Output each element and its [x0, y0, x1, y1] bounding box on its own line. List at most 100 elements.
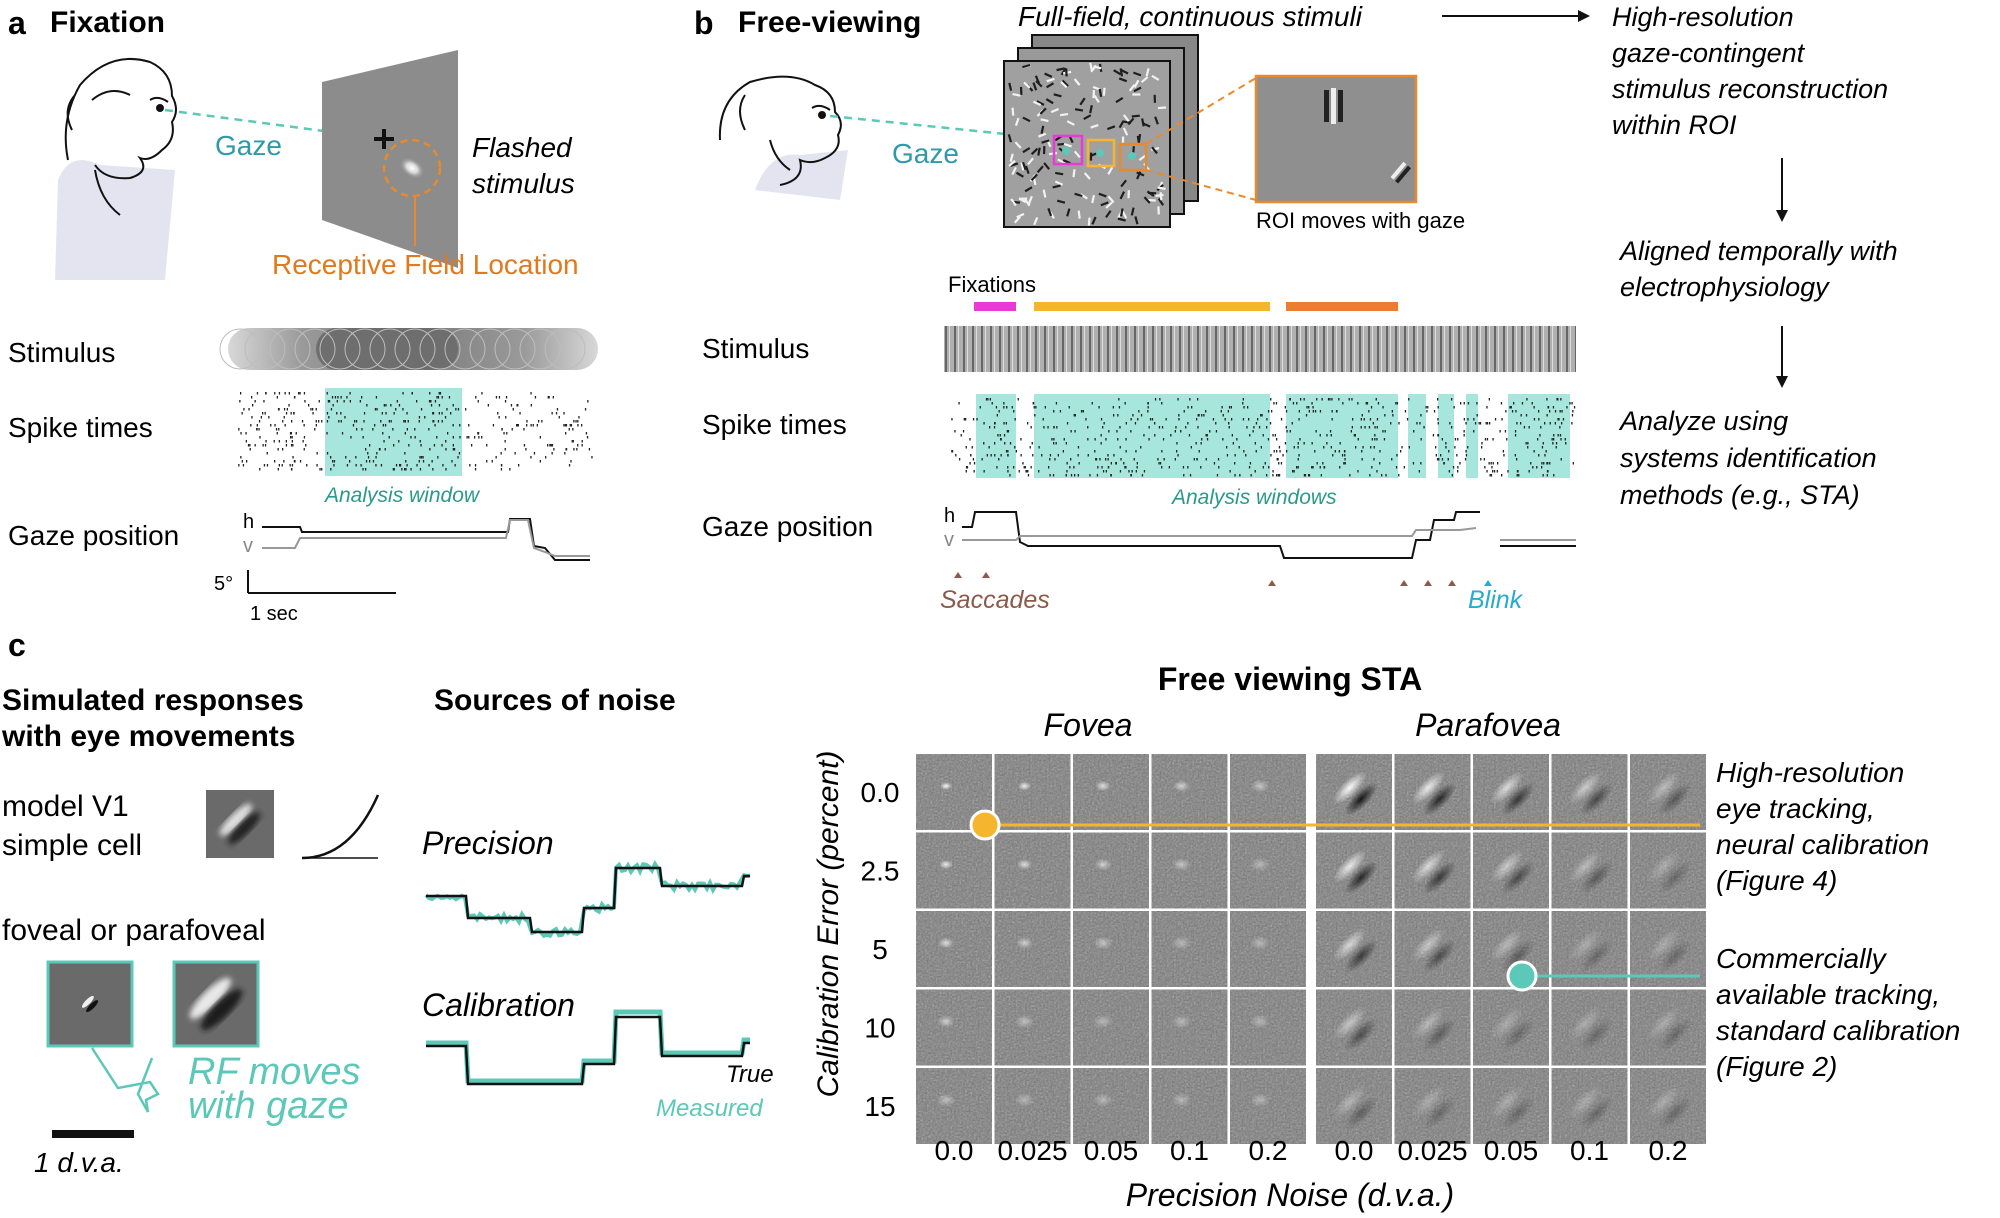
spike-tick — [981, 458, 983, 461]
foveal-rf-image — [46, 960, 134, 1048]
calibration-trace — [426, 1009, 750, 1086]
spike-tick — [1533, 406, 1535, 409]
gabor-patch — [1098, 88, 1103, 97]
spike-tick — [1003, 406, 1005, 409]
spike-tick — [277, 448, 279, 451]
spike-tick — [1120, 458, 1122, 461]
spike-tick — [495, 396, 498, 399]
parafoveal-rf-gabor-icon — [189, 977, 243, 1031]
spike-tick — [983, 422, 985, 425]
y-axis-label: Calibration Error (percent) — [812, 751, 845, 1098]
spike-tick — [274, 424, 276, 427]
spike-tick — [497, 412, 499, 415]
flow-step-2-line: electrophysiology — [1620, 272, 1830, 302]
gabor-patch — [1090, 124, 1099, 129]
spike-tick — [1232, 442, 1234, 445]
spike-tick — [1445, 442, 1447, 445]
model-label-1: model V1 — [2, 790, 129, 823]
spike-tick — [1467, 418, 1469, 421]
spike-tick — [1292, 470, 1294, 473]
gabor-patch — [1043, 162, 1050, 170]
spike-tick — [1473, 418, 1475, 421]
calibration-true-line — [426, 1015, 750, 1086]
spike-tick — [1321, 398, 1323, 401]
spike-tick — [563, 424, 565, 427]
gabor-patch — [1117, 217, 1126, 222]
spike-tick — [965, 418, 967, 421]
spike-tick — [1187, 422, 1189, 425]
spike-tick — [1189, 398, 1191, 401]
spike-tick — [1011, 406, 1013, 409]
gabor-patch — [1053, 93, 1062, 98]
spike-tick — [1249, 462, 1252, 465]
spike-tick — [1323, 446, 1325, 449]
spike-tick — [432, 412, 434, 415]
spike-tick — [572, 428, 574, 431]
spike-tick — [1408, 446, 1410, 449]
spike-tick — [258, 420, 261, 423]
spike-tick — [1562, 418, 1565, 421]
spike-tick — [1381, 474, 1383, 477]
spike-tick — [539, 436, 541, 439]
spike-tick — [1486, 422, 1489, 425]
fovea-label: Fovea — [1044, 707, 1133, 743]
gabor-patch — [1119, 208, 1124, 217]
gabor-patch — [1009, 153, 1014, 162]
spike-tick — [565, 432, 567, 435]
spike-tick — [310, 408, 312, 411]
spike-tick — [1176, 450, 1178, 453]
spike-tick — [1128, 470, 1130, 473]
monkey-icon — [55, 58, 177, 280]
gabor-patch — [1118, 120, 1125, 129]
spike-tick — [338, 420, 340, 423]
spike-tick — [1003, 422, 1005, 425]
spike-tick — [1276, 450, 1278, 453]
spike-tick — [1278, 446, 1281, 449]
spike-tick — [1451, 426, 1453, 429]
spike-tick — [239, 400, 241, 403]
spike-tick — [1161, 402, 1163, 405]
spike-tick — [283, 408, 286, 411]
spike-tick — [1344, 458, 1346, 461]
spike-tick — [1190, 446, 1192, 449]
gabor-patch — [1039, 107, 1047, 115]
gabor-patch — [1023, 81, 1031, 89]
spike-tick — [1312, 410, 1314, 413]
spike-tick — [432, 412, 435, 415]
spike-tick — [438, 404, 441, 407]
gabor-patch — [1024, 186, 1033, 193]
spike-tick — [305, 444, 307, 447]
spike-tick — [278, 392, 281, 395]
spike-tick — [1474, 422, 1477, 425]
spike-tick — [419, 456, 421, 459]
spike-tick — [316, 464, 318, 467]
spike-tick — [262, 412, 264, 415]
sta-cell-parafovea — [1316, 832, 1392, 909]
spike-tick — [1449, 422, 1451, 425]
trace-v-label-b: v — [944, 529, 954, 551]
spike-tick — [486, 444, 488, 447]
spike-tick — [308, 404, 310, 407]
spike-tick — [1406, 418, 1409, 421]
gabor-patch — [1011, 107, 1015, 116]
spike-tick — [1453, 406, 1455, 409]
spike-tick — [404, 420, 406, 423]
spike-tick — [1065, 474, 1067, 477]
spike-tick — [318, 400, 320, 403]
spike-tick — [1465, 454, 1468, 457]
noise-title: Sources of noise — [434, 684, 676, 717]
spike-tick — [420, 456, 423, 459]
rf-moves-label-1: RF moves — [188, 1051, 360, 1093]
spike-tick — [1526, 398, 1528, 401]
spike-tick — [1329, 430, 1332, 433]
note-high-line: High-resolution — [1716, 757, 1904, 788]
spike-tick — [1078, 462, 1080, 465]
gabor-patch — [1012, 92, 1021, 97]
spike-tick — [265, 392, 267, 395]
spike-tick — [1437, 398, 1439, 401]
spike-tick — [1316, 398, 1318, 401]
spike-tick — [965, 470, 967, 473]
spike-tick — [504, 400, 507, 403]
spike-tick — [454, 464, 456, 467]
spike-tick — [1329, 398, 1331, 401]
